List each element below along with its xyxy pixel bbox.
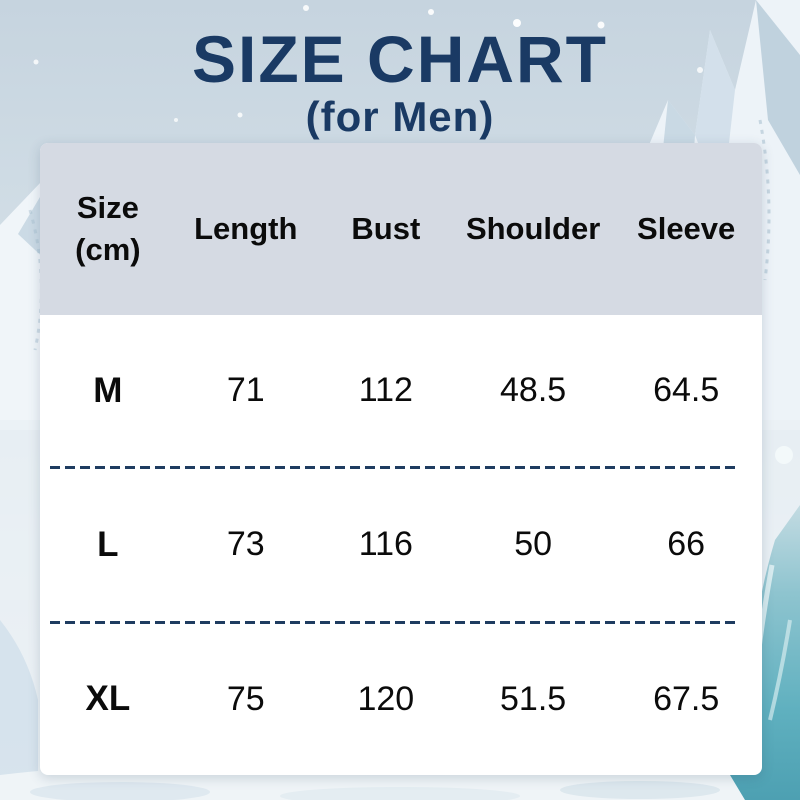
- sleeve-cell: 67.5: [653, 679, 720, 718]
- length-cell: 75: [226, 679, 265, 718]
- bust-cell: 120: [357, 679, 415, 718]
- snowflake-icon: [33, 59, 39, 65]
- snowflake-icon: [697, 67, 703, 73]
- sleeve-cell: 66: [667, 525, 706, 564]
- snowflake-icon: [428, 9, 434, 15]
- chart-heading: SIZE CHART (for Men): [0, 26, 800, 138]
- bust-cell: 116: [358, 525, 413, 564]
- water: [690, 505, 800, 800]
- snowflake-icon: [597, 21, 605, 29]
- page-subtitle: (for Men): [305, 93, 495, 140]
- size-chart-card: Size (cm) Length Bust Shoulder Sleeve M …: [40, 143, 762, 775]
- shoulder-cell: 51.5: [500, 679, 567, 718]
- size-cell: XL: [85, 679, 131, 719]
- bust-cell: 112: [358, 371, 413, 410]
- snowflake-icon: [237, 112, 243, 118]
- shoulder-cell: 48.5: [500, 371, 567, 410]
- snow-patch: [775, 446, 793, 464]
- shoulder-cell: 50: [514, 525, 553, 564]
- column-header-length: Length: [194, 211, 298, 247]
- row-divider: [50, 620, 736, 624]
- table-row-l: L 73 116 50 66: [40, 469, 762, 620]
- water-foam: [768, 619, 792, 721]
- column-header-size: Size (cm): [75, 190, 141, 267]
- sleeve-cell: 64.5: [653, 371, 720, 410]
- length-cell: 71: [226, 371, 265, 410]
- snowflake-icon: [303, 5, 309, 11]
- page-title: SIZE CHART: [192, 22, 608, 96]
- size-cell: M: [93, 370, 123, 410]
- size-cell: L: [97, 524, 119, 564]
- table-row-m: M 71 112 48.5 64.5: [40, 315, 762, 466]
- snow-drift-left: [0, 620, 38, 800]
- length-cell: 73: [226, 525, 265, 564]
- snowflake-icon: [513, 19, 521, 27]
- table-row-xl: XL 75 120 51.5 67.5: [40, 624, 762, 775]
- column-header-sleeve: Sleeve: [637, 211, 736, 247]
- column-header-shoulder: Shoulder: [465, 211, 601, 247]
- row-divider: [50, 466, 736, 470]
- snowflake-icon: [174, 118, 178, 122]
- table-header-row: Size (cm) Length Bust Shoulder Sleeve: [40, 143, 762, 315]
- column-header-bust: Bust: [351, 211, 421, 247]
